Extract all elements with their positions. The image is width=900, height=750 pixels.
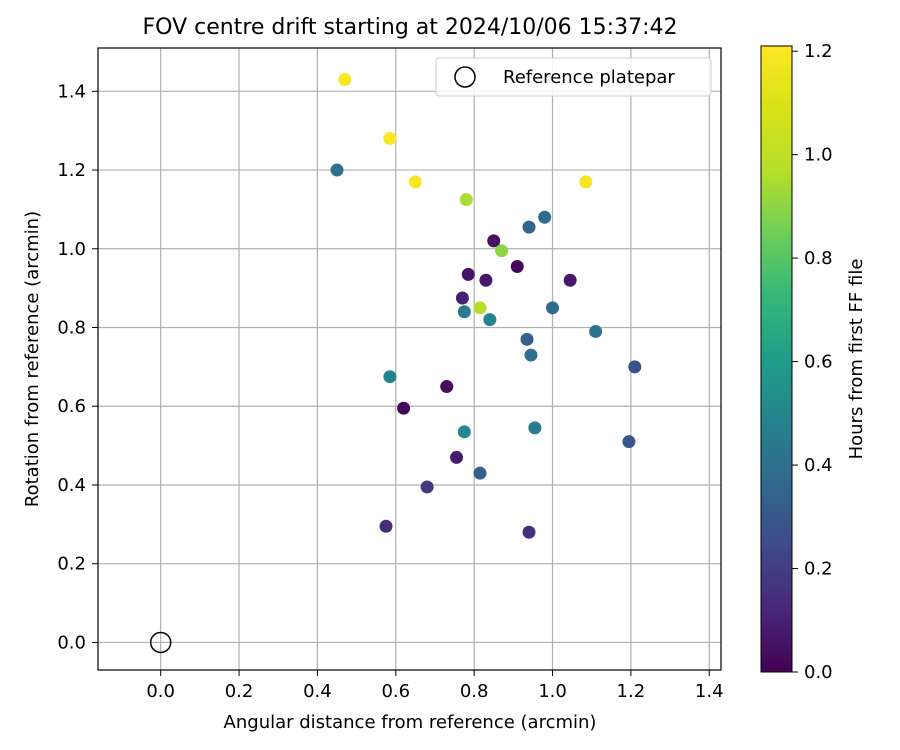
- x-tick-label: 1.0: [538, 681, 567, 702]
- colorbar-tick-label: 0.0: [804, 662, 833, 683]
- x-tick-label: 0.2: [225, 681, 254, 702]
- scatter-point: [622, 435, 636, 449]
- legend-box: [435, 57, 712, 97]
- scatter-point: [397, 401, 411, 415]
- colorbar-label: Hours from first FF file: [846, 259, 867, 460]
- y-tick-label: 0.0: [57, 632, 86, 653]
- plot-frame: [97, 47, 722, 671]
- x-axis-ticks: 0.0 0.2 0.4 0.6 0.8 1.0 1.2 1.4: [146, 670, 724, 702]
- scatter-point: [589, 324, 603, 338]
- scatter-point: [528, 421, 542, 435]
- colorbar-tick-label: 0.4: [804, 455, 833, 476]
- scatter-point: [459, 193, 473, 207]
- colorbar-tick-label: 0.8: [804, 248, 833, 269]
- scatter-point: [440, 380, 454, 394]
- scatter-point: [330, 163, 344, 177]
- scatter-point: [461, 267, 475, 281]
- scatter-point: [420, 480, 434, 494]
- colorbar: 0.0 0.2 0.4 0.6 0.8 1.0 1.2 Hours from first F…: [760, 41, 867, 683]
- scatter-point: [487, 234, 501, 248]
- grid-lines: [98, 48, 721, 670]
- scatter-point: [473, 466, 487, 480]
- y-tick-label: 0.4: [57, 475, 86, 496]
- chart-title: FOV centre drift starting at 2024/10/06 …: [143, 15, 678, 40]
- scatter-point: [524, 348, 538, 362]
- scatter-point: [408, 175, 422, 189]
- scatter-point: [457, 305, 471, 319]
- y-tick-label: 1.4: [57, 81, 86, 102]
- scatter-point: [522, 220, 536, 234]
- legend-entry-label: Reference platepar: [503, 67, 675, 88]
- x-axis-label: Angular distance from reference (arcmin): [224, 712, 597, 733]
- scatter-point: [383, 132, 397, 146]
- x-tick-label: 1.4: [695, 681, 724, 702]
- colorbar-tick-label: 0.6: [804, 352, 833, 373]
- x-tick-label: 0.8: [460, 681, 489, 702]
- scatter-point: [510, 259, 524, 273]
- scatter-point: [379, 519, 393, 533]
- y-tick-label: 0.8: [57, 318, 86, 339]
- y-tick-label: 0.6: [57, 396, 86, 417]
- scatter-point: [522, 525, 536, 539]
- scatter-point: [546, 301, 560, 315]
- legend: Reference platepar: [435, 57, 712, 97]
- reference-platepar-marker: [149, 631, 172, 654]
- scatter-point: [457, 425, 471, 439]
- colorbar-tick-label: 0.2: [804, 559, 833, 580]
- scatter-point: [450, 450, 464, 464]
- colorbar-tick-label: 1.0: [804, 145, 833, 166]
- legend-reference-marker: [454, 66, 476, 88]
- x-tick-label: 1.2: [617, 681, 646, 702]
- scatter-point: [383, 370, 397, 384]
- colorbar-ticks: 0.0 0.2 0.4 0.6 0.8 1.0 1.2: [792, 41, 833, 683]
- y-tick-label: 1.0: [57, 239, 86, 260]
- x-tick-label: 0.0: [146, 681, 175, 702]
- y-tick-label: 1.2: [57, 160, 86, 181]
- colorbar-gradient: [760, 45, 793, 673]
- y-axis-label: Rotation from reference (arcmin): [22, 211, 43, 507]
- scatter-point: [628, 360, 642, 374]
- data-points: [330, 72, 642, 539]
- scatter-point: [479, 273, 493, 287]
- y-tick-label: 0.2: [57, 554, 86, 575]
- scatter-point: [483, 313, 497, 327]
- scatter-point: [495, 244, 509, 258]
- scatter-point: [473, 301, 487, 315]
- scatter-point: [520, 332, 534, 346]
- scatter-point: [338, 72, 352, 86]
- scatter-point: [579, 175, 593, 189]
- scatter-point: [563, 273, 577, 287]
- x-tick-label: 0.4: [303, 681, 332, 702]
- colorbar-tick-label: 1.2: [804, 41, 833, 62]
- x-tick-label: 0.6: [381, 681, 410, 702]
- scatter-point: [455, 291, 469, 305]
- y-axis-ticks: 0.0 0.2 0.4 0.6 0.8 1.0 1.2 1.4: [57, 81, 98, 653]
- scatter-point: [538, 210, 552, 224]
